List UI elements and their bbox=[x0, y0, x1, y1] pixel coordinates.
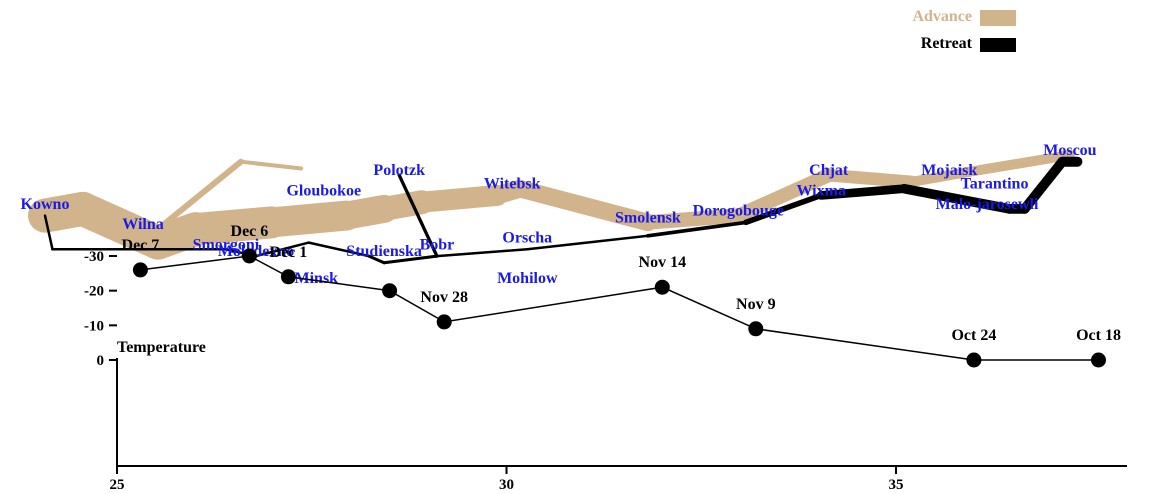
x-tick-label: 30 bbox=[499, 477, 514, 493]
legend-item-advance: Advance bbox=[912, 8, 1016, 26]
temperature-point bbox=[132, 262, 148, 278]
x-tick-label: 25 bbox=[110, 477, 125, 493]
series-retreat-3 bbox=[367, 173, 439, 265]
segment-retreat bbox=[816, 184, 909, 200]
city-labels: KownoWilnaSmorgoniMolodexnoGloubokoeMins… bbox=[21, 142, 1097, 287]
segment-retreat bbox=[43, 214, 54, 251]
segment-retreat bbox=[1019, 156, 1068, 214]
y-tick-label: -30 bbox=[84, 249, 104, 265]
temperature-point bbox=[280, 269, 296, 285]
y-tick-label: -10 bbox=[84, 318, 104, 334]
segment-retreat bbox=[397, 173, 439, 258]
y-tick-label: -20 bbox=[84, 284, 104, 300]
city-label-smorgoni: Smorgoni bbox=[193, 236, 260, 253]
legend-label-advance: Advance bbox=[912, 8, 972, 25]
city-label-kowno: Kowno bbox=[21, 196, 70, 213]
legend-item-retreat: Retreat bbox=[921, 35, 1016, 52]
date-label-oct-18: Oct 18 bbox=[1076, 327, 1121, 344]
city-label-gloubokoe: Gloubokoe bbox=[286, 182, 361, 199]
city-label-smolensk: Smolensk bbox=[615, 209, 681, 226]
series-retreat-4 bbox=[43, 214, 77, 251]
temperature-point bbox=[1091, 352, 1106, 368]
segment-retreat bbox=[382, 254, 439, 265]
segment-retreat bbox=[254, 241, 311, 258]
date-label-dec-1: Dec 1 bbox=[270, 244, 308, 261]
x-tick-label: 35 bbox=[889, 477, 904, 493]
city-label-wilna: Wilna bbox=[122, 216, 164, 233]
segment-retreat bbox=[899, 183, 1015, 214]
city-label-bobr: Bobr bbox=[420, 236, 455, 253]
segment-advance bbox=[906, 170, 955, 187]
city-label-mohilow: Mohilow bbox=[497, 270, 558, 287]
city-label-polotzk: Polotzk bbox=[373, 162, 425, 179]
segment-advance bbox=[42, 192, 86, 206]
legend-label-retreat: Retreat bbox=[921, 35, 973, 52]
city-label-mojaisk: Mojaisk bbox=[921, 162, 977, 179]
segment-retreat bbox=[435, 248, 529, 258]
segment-retreat bbox=[743, 192, 824, 226]
series-advance-0 bbox=[28, 150, 1075, 260]
segment-advance bbox=[640, 208, 746, 230]
date-label-nov-14: Nov 14 bbox=[639, 254, 687, 271]
y-axis-title: Temperature bbox=[117, 339, 206, 356]
segment-advance bbox=[511, 179, 657, 232]
temperature-point bbox=[382, 283, 398, 299]
temperature-chart: Temperature 25 30 35 0 -10 -20 -30 Oct 18 Oct 2… bbox=[84, 223, 1127, 493]
segment-retreat bbox=[367, 254, 386, 265]
date-label-nov-9: Nov 9 bbox=[736, 296, 776, 313]
temperature-point bbox=[436, 314, 452, 330]
flow-map: KownoWilnaSmorgoniMolodexnoGloubokoeMins… bbox=[21, 142, 1097, 287]
series-advance-2 bbox=[42, 158, 304, 233]
city-label-tarantino: Tarantino bbox=[961, 176, 1029, 193]
city-label-malo-jarosewli: Malo-jarosewli bbox=[936, 196, 1039, 213]
temperature-point bbox=[654, 279, 670, 295]
date-label-dec-7: Dec 7 bbox=[122, 237, 160, 254]
city-label-orscha: Orscha bbox=[502, 230, 552, 247]
y-tick-label: 0 bbox=[97, 353, 105, 369]
temperature-point bbox=[966, 352, 982, 368]
segment-advance bbox=[822, 168, 918, 189]
segment-advance bbox=[731, 168, 836, 223]
city-label-dorogobouge: Dorogobouge bbox=[693, 203, 784, 220]
segment-advance bbox=[238, 159, 304, 171]
advance-paths bbox=[28, 150, 1075, 260]
legend-swatch-advance bbox=[980, 10, 1016, 26]
segment-advance bbox=[79, 192, 161, 233]
segment-advance bbox=[411, 184, 508, 213]
city-label-wixma: Wixma bbox=[796, 182, 845, 199]
segment-advance bbox=[155, 158, 244, 233]
temperature-points bbox=[132, 248, 1106, 368]
city-label-studienska: Studienska bbox=[346, 243, 422, 260]
temperature-point bbox=[748, 321, 764, 337]
segment-advance bbox=[944, 150, 1075, 181]
date-label-nov-28: Nov 28 bbox=[420, 289, 468, 306]
legend-swatch-retreat bbox=[980, 38, 1016, 52]
legend: Advance Retreat bbox=[912, 8, 1016, 52]
temperature-axes: 25 30 35 0 -10 -20 -30 bbox=[84, 249, 1127, 493]
date-label-oct-24: Oct 24 bbox=[951, 327, 996, 344]
city-label-witebsk: Witebsk bbox=[484, 176, 541, 193]
date-label-dec-6: Dec 6 bbox=[231, 223, 269, 240]
segment-retreat bbox=[646, 220, 748, 238]
temperature-point bbox=[241, 248, 257, 264]
segment-retreat bbox=[526, 234, 650, 251]
city-label-moscou: Moscou bbox=[1043, 142, 1096, 159]
segment-retreat bbox=[307, 241, 371, 258]
city-label-chjat: Chjat bbox=[809, 162, 849, 179]
retreat-paths bbox=[43, 156, 1083, 265]
city-label-molodexno: Molodexno bbox=[218, 243, 294, 260]
